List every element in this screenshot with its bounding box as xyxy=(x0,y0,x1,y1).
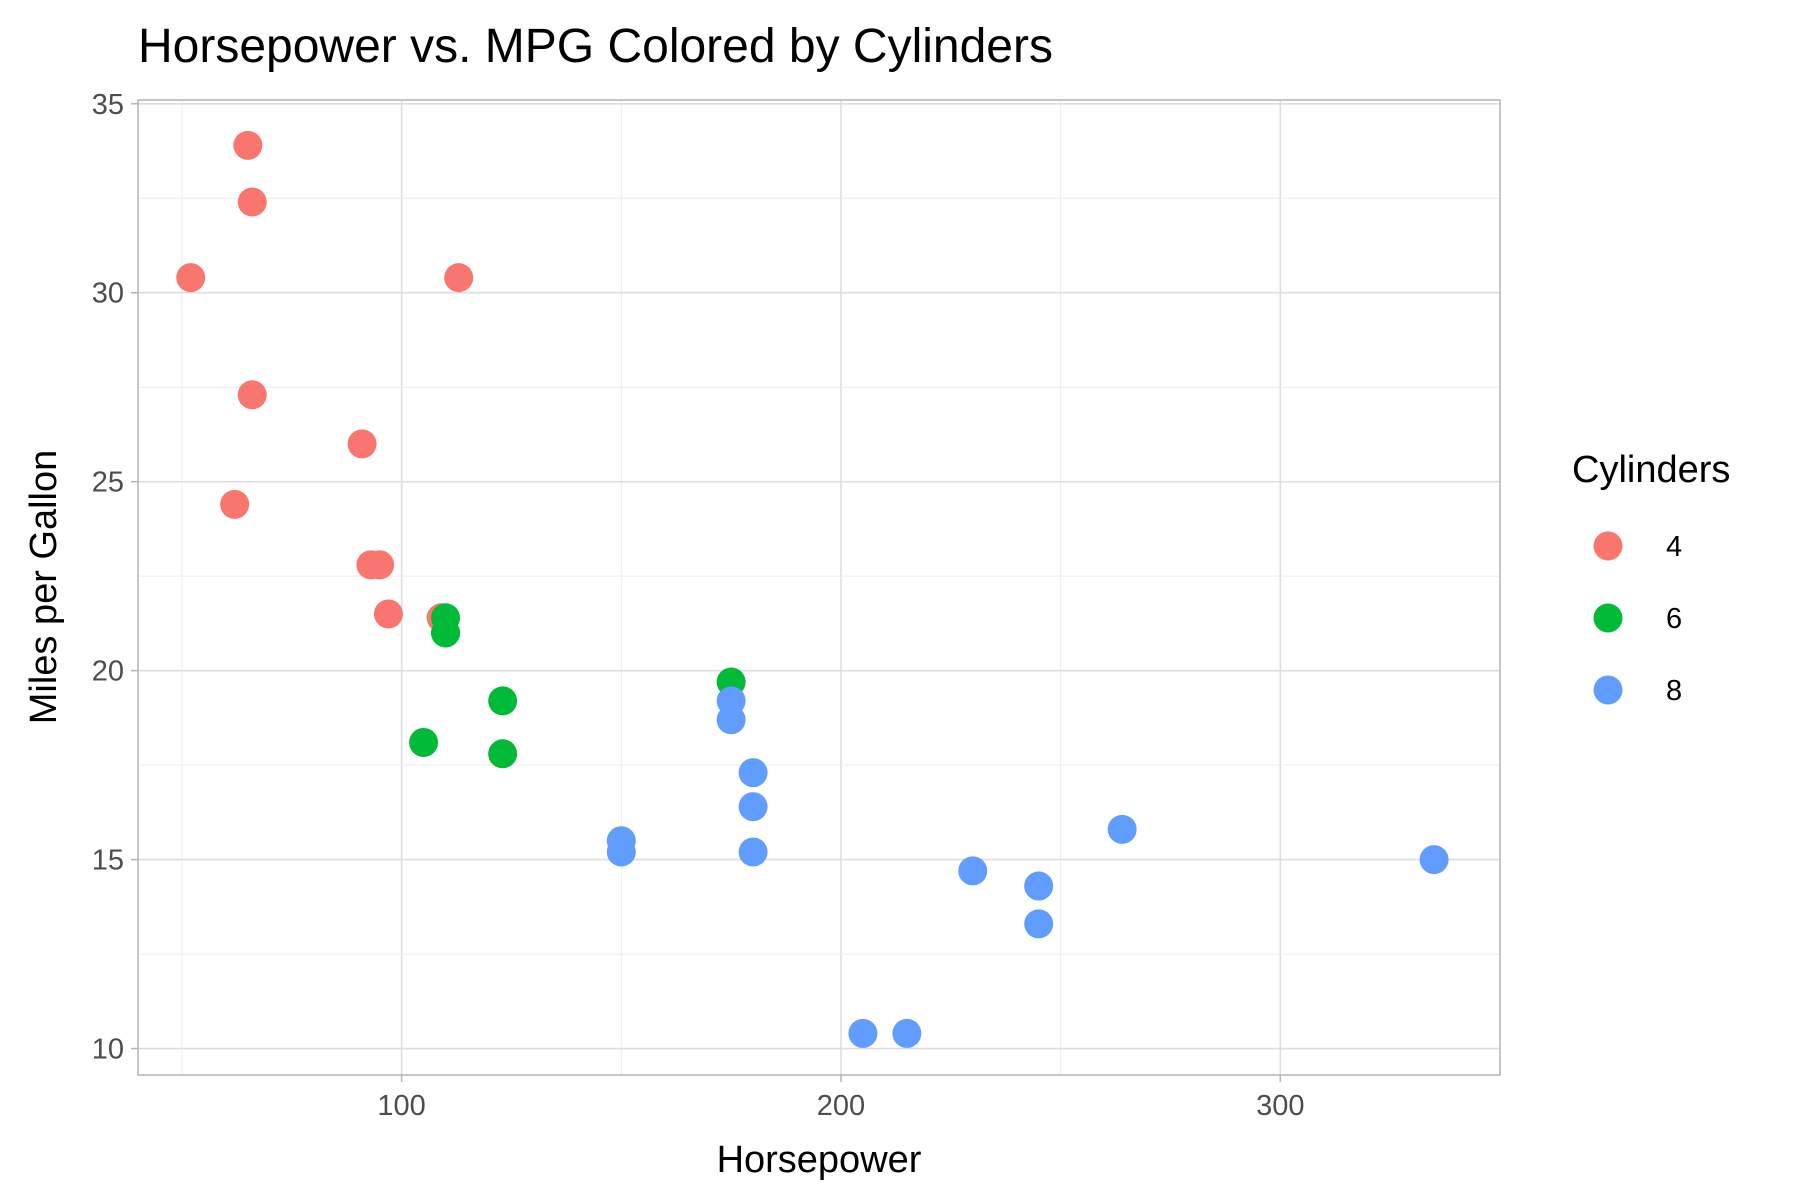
legend-key-6 xyxy=(1593,603,1623,633)
point-cyl-4 xyxy=(444,263,474,293)
legend-label-8: 8 xyxy=(1666,675,1682,707)
data-points xyxy=(176,130,1449,1048)
point-cyl-4 xyxy=(347,429,377,459)
point-cyl-4 xyxy=(220,489,250,519)
point-cyl-8 xyxy=(738,837,768,867)
legend-title: Cylinders xyxy=(1572,449,1730,491)
point-cyl-8 xyxy=(738,758,768,788)
point-cyl-6 xyxy=(409,727,439,757)
point-cyl-4 xyxy=(373,599,403,629)
y-tick-label: 15 xyxy=(92,845,124,877)
legend-label-4: 4 xyxy=(1666,531,1682,563)
point-cyl-8 xyxy=(606,837,636,867)
point-cyl-8 xyxy=(958,856,988,886)
x-tick-label: 300 xyxy=(1256,1090,1304,1122)
legend-key-8 xyxy=(1593,675,1623,705)
point-cyl-8 xyxy=(892,1018,922,1048)
point-cyl-8 xyxy=(848,1018,878,1048)
y-tick-label: 10 xyxy=(92,1034,124,1066)
grid-lines xyxy=(138,100,1501,1075)
y-axis-title: Miles per Gallon xyxy=(23,450,65,725)
point-cyl-6 xyxy=(488,739,518,769)
point-cyl-8 xyxy=(1024,909,1054,939)
point-cyl-4 xyxy=(176,263,206,293)
y-tick-label: 20 xyxy=(92,656,124,688)
y-tick-label: 30 xyxy=(92,278,124,310)
legend: 4 6 8 xyxy=(1593,531,1682,707)
point-cyl-6 xyxy=(431,603,461,633)
point-cyl-4 xyxy=(237,380,267,410)
plot-panel-border xyxy=(137,99,1501,1076)
chart-title: Horsepower vs. MPG Colored by Cylinders xyxy=(138,20,1053,73)
point-cyl-8 xyxy=(1107,814,1137,844)
x-tick-label: 200 xyxy=(817,1090,865,1122)
axis-ticks: 100 200 300 10 15 20 25 30 35 xyxy=(92,89,1305,1122)
point-cyl-6 xyxy=(488,686,518,716)
point-cyl-8 xyxy=(738,792,768,822)
point-cyl-4 xyxy=(233,130,263,160)
point-cyl-8 xyxy=(716,686,746,716)
point-cyl-8 xyxy=(1024,871,1054,901)
legend-label-6: 6 xyxy=(1666,603,1682,635)
x-axis-title: Horsepower xyxy=(717,1139,922,1181)
point-cyl-4 xyxy=(237,187,267,217)
point-cyl-4 xyxy=(365,550,395,580)
x-tick-label: 100 xyxy=(377,1090,425,1122)
legend-key-4 xyxy=(1593,531,1623,561)
point-cyl-8 xyxy=(1419,845,1449,875)
y-tick-label: 35 xyxy=(92,89,124,121)
y-tick-label: 25 xyxy=(92,467,124,499)
